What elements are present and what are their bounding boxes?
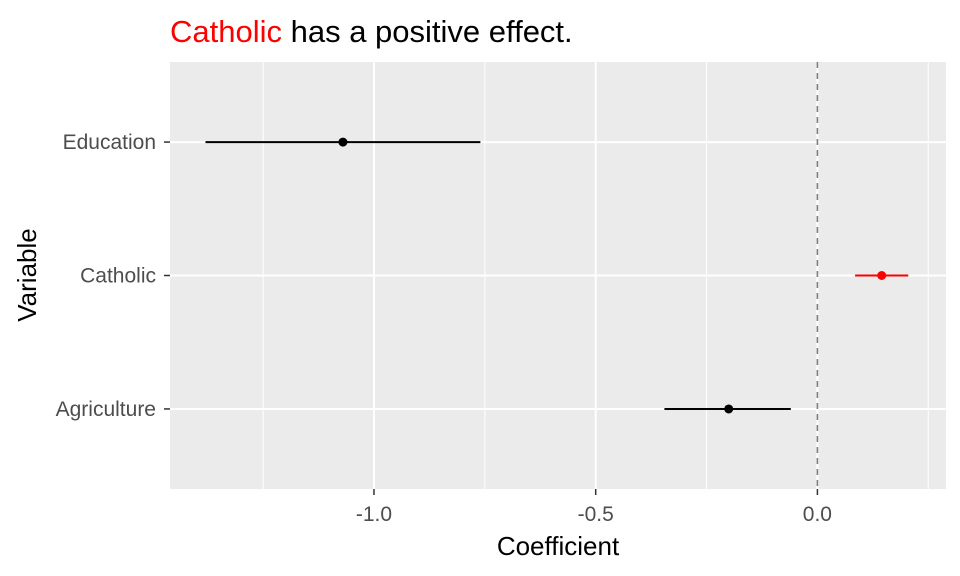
point-education xyxy=(338,137,348,147)
point-catholic xyxy=(877,271,887,280)
x-tick-label: 0.0 xyxy=(803,503,832,526)
chart-title-highlight: Catholic xyxy=(170,14,282,49)
chart-title: Catholic has a positive effect. xyxy=(170,14,573,49)
y-tick-label: Education xyxy=(63,131,156,154)
x-axis-title: Coefficient xyxy=(497,531,620,561)
point-agriculture xyxy=(724,404,734,414)
y-axis-title: Variable xyxy=(12,228,42,321)
x-tick-label: -0.5 xyxy=(578,503,614,526)
y-tick-label: Agriculture xyxy=(56,398,156,421)
x-tick-label: -1.0 xyxy=(356,503,392,526)
chart-title-rest: has a positive effect. xyxy=(282,14,573,49)
chart-marks xyxy=(205,137,909,414)
axes: -1.0 -0.5 0.0 Education Catholic Agriculture xyxy=(56,131,832,526)
y-tick-label: Catholic xyxy=(80,265,156,288)
